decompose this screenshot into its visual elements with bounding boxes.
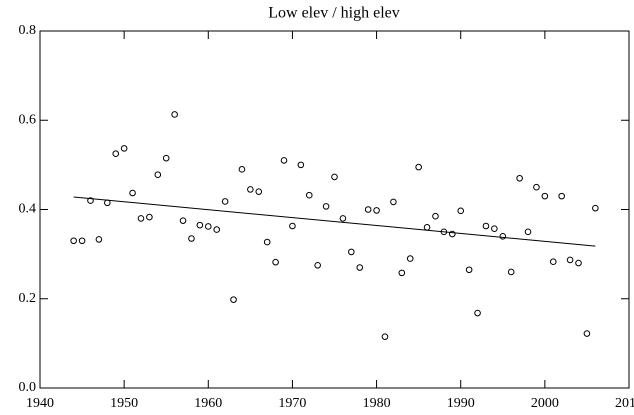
point (70, 237, 77, 245)
point (348, 248, 355, 256)
point (449, 230, 456, 238)
point (129, 189, 136, 197)
y-tick-label: 0.6 (19, 112, 37, 127)
point (457, 207, 465, 215)
point (247, 186, 254, 193)
point (137, 215, 145, 222)
point (289, 222, 296, 230)
point (541, 192, 549, 200)
point (213, 226, 220, 233)
x-tick-label: 1990 (447, 396, 475, 411)
point (255, 188, 263, 195)
point (381, 333, 389, 340)
point (432, 212, 439, 220)
point (230, 296, 237, 303)
y-tick-label: 0.0 (19, 380, 37, 395)
point (390, 198, 397, 206)
point (533, 183, 540, 191)
x-tick-label: 1980 (363, 396, 391, 411)
point (364, 206, 372, 213)
point (238, 166, 246, 173)
y-tick-label: 0.2 (19, 291, 37, 306)
x-tick-label: 1950 (110, 396, 138, 411)
point (171, 111, 178, 118)
point (566, 256, 574, 264)
point (179, 217, 187, 224)
point (507, 268, 515, 276)
point (331, 173, 338, 181)
chart-title: Low elev / high elev (268, 5, 400, 22)
point (221, 198, 229, 205)
point (120, 145, 128, 152)
point (549, 258, 557, 266)
point (87, 197, 94, 204)
point (592, 204, 599, 212)
point (154, 171, 162, 178)
point (297, 161, 305, 169)
point (196, 221, 204, 229)
point (398, 269, 406, 277)
point (280, 157, 288, 164)
point (373, 207, 380, 214)
x-tick-label: 1960 (194, 396, 222, 411)
point (188, 235, 195, 242)
point (314, 261, 321, 269)
point (482, 222, 490, 230)
point (583, 330, 591, 337)
y-tick-label: 0.4 (19, 202, 37, 217)
point (465, 266, 473, 274)
point (339, 215, 347, 222)
point (95, 236, 103, 243)
point (78, 237, 86, 245)
x-tick-label: 1940 (26, 396, 54, 411)
plot-frame (39, 30, 630, 389)
point (112, 150, 120, 158)
point (423, 224, 431, 231)
point (305, 191, 313, 199)
point (146, 213, 153, 221)
point (272, 258, 279, 266)
x-tick-label: 1970 (278, 396, 306, 411)
point (558, 192, 565, 200)
y-tick-label: 0.8 (19, 23, 37, 38)
point (474, 309, 481, 317)
point (491, 225, 498, 232)
point (204, 223, 212, 230)
point (415, 163, 422, 171)
point (575, 259, 582, 267)
point (263, 238, 271, 246)
point (499, 232, 507, 240)
point (406, 255, 414, 262)
point (162, 154, 170, 162)
point (516, 174, 523, 182)
point (524, 228, 532, 236)
trend-line (73, 196, 596, 247)
point (356, 264, 364, 271)
point (322, 203, 330, 210)
x-tick-label: 2010 (615, 396, 634, 411)
x-tick-label: 2000 (531, 396, 559, 411)
